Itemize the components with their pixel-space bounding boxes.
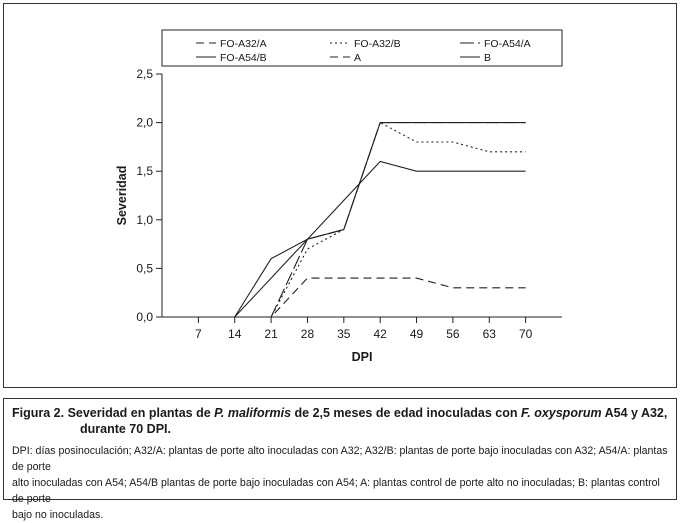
x-axis-label: DPI	[352, 350, 373, 364]
x-tick-label: 14	[228, 327, 242, 341]
legend-label: B	[484, 52, 491, 64]
caption-species-1: P. maliformis	[214, 406, 292, 420]
caption-title-line2: durante 70 DPI.	[80, 422, 171, 436]
legend-label: FO-A54/A	[484, 38, 531, 50]
line-chart: 0,0 0,5 1,0 1,5 2,0 2,5 7 14 21 28 35 42 49 56 63 70 DPI…	[115, 29, 563, 364]
legend-label: FO-A32/B	[354, 38, 401, 50]
series-line	[198, 122, 526, 318]
x-tick-label: 28	[301, 327, 315, 341]
legend-label: FO-A32/A	[220, 38, 267, 50]
legend-label: FO-A54/B	[220, 52, 267, 64]
caption-notes-line3: bajo no inoculadas.	[12, 509, 104, 521]
x-tick-label: 70	[519, 327, 533, 341]
figure-caption: Figura 2. Severidad en plantas de P. mal…	[3, 398, 677, 521]
x-tick-label: 35	[337, 327, 351, 341]
x-tick-label: 63	[483, 327, 497, 341]
caption-notes-line2: alto inoculadas con A54; A54/B plantas d…	[12, 477, 660, 505]
y-tick-label: 0,5	[136, 261, 153, 275]
y-tick-label: 2,5	[136, 67, 153, 81]
x-tick-label: 7	[195, 327, 202, 341]
legend-box	[161, 29, 563, 67]
series-line	[198, 121, 526, 318]
series-line	[198, 122, 526, 318]
y-tick-label: 1,0	[136, 213, 153, 227]
caption-notes-line1: DPI: días posinoculación; A32/A: plantas…	[12, 445, 668, 473]
x-tick-label: 21	[264, 327, 278, 341]
chart-frame: 0,0 0,5 1,0 1,5 2,0 2,5 7 14 21 28 35 42 49 56 63 70 DPI…	[3, 3, 677, 388]
x-tick-label: 42	[374, 327, 388, 341]
y-tick-label: 1,5	[136, 164, 153, 178]
caption-title-mid: de 2,5 meses de edad inoculadas con	[291, 406, 521, 420]
caption-species-2: F. oxysporum	[521, 406, 602, 420]
caption-title-lead: Figura 2. Severidad en plantas de	[12, 406, 215, 420]
series-line	[198, 160, 526, 318]
y-tick-label: 2,0	[136, 116, 153, 130]
x-tick-label: 49	[410, 327, 424, 341]
y-tick-label: 0,0	[136, 310, 153, 324]
y-axis-label: Severidad	[115, 166, 129, 226]
caption-notes: DPI: días posinoculación; A32/A: plantas…	[12, 443, 668, 523]
caption-title-tail: A54 y A32,	[601, 406, 668, 420]
x-tick-label: 56	[446, 327, 460, 341]
caption-title: Figura 2. Severidad en plantas de P. mal…	[12, 405, 668, 437]
legend-label: A	[354, 52, 361, 64]
